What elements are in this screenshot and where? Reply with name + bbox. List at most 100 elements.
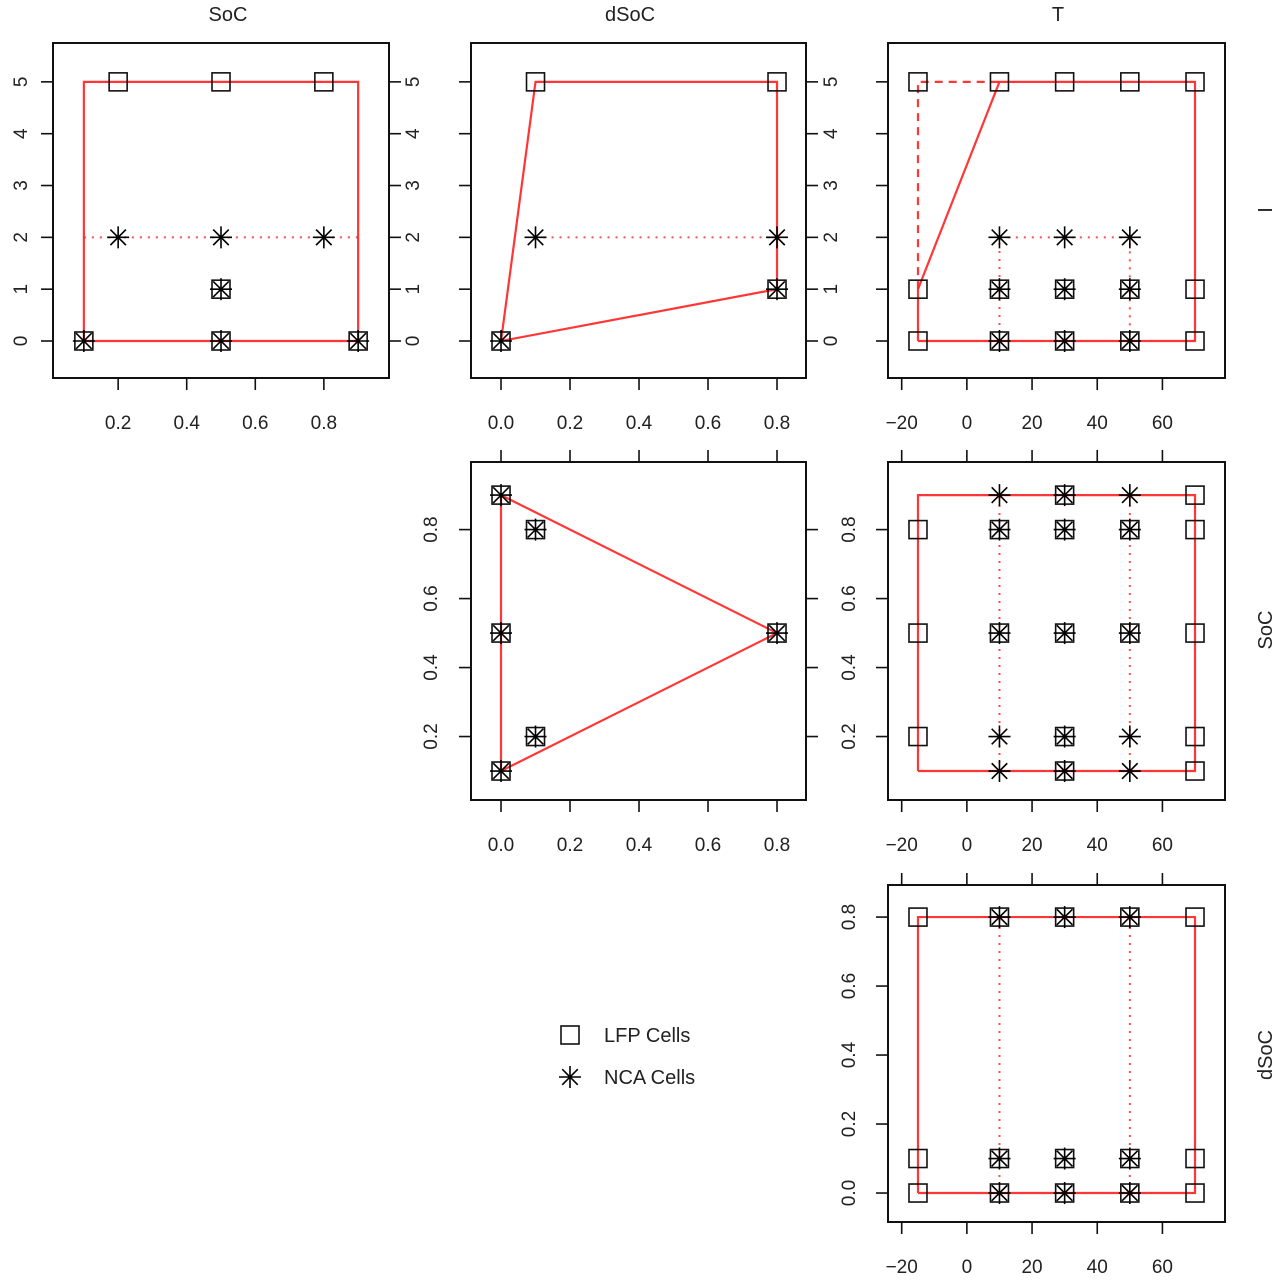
x-tick-label: 20 [1021, 835, 1042, 856]
nca-point [524, 725, 547, 748]
asterisk-stroke [527, 728, 544, 745]
asterisk-stroke [527, 521, 544, 538]
region-boundary-solid [916, 80, 1197, 343]
lfp-point [108, 72, 128, 92]
lfp-point [314, 72, 334, 92]
x-tick-label: 0.8 [764, 413, 790, 434]
nca-point [1118, 622, 1141, 645]
lfp-point [1185, 761, 1205, 781]
nca-point [1118, 329, 1141, 352]
asterisk-stroke [991, 762, 1008, 780]
nca-point [988, 760, 1011, 783]
nca-point [347, 329, 370, 352]
panel-t-vs-i: −20 0 20 40 60 0 1 2 3 4 5 [821, 42, 1226, 434]
asterisk-stroke [1121, 728, 1139, 745]
nca-point [766, 278, 789, 301]
nca-point [988, 226, 1011, 249]
row-label-dsoc: dSoC [1255, 1030, 1277, 1080]
x-tick-label: 0.8 [311, 413, 337, 434]
nca-point [988, 518, 1011, 541]
y-tick-label: 0.6 [839, 973, 860, 999]
column-title-dsoc: dSoC [605, 4, 655, 26]
asterisk-stroke [349, 332, 367, 350]
region-boundary-solid [82, 80, 360, 343]
nca-point [1053, 278, 1076, 301]
nca-point [1118, 226, 1141, 249]
nca-point [1118, 906, 1141, 929]
lfp-point [908, 331, 928, 351]
nca-point [490, 622, 513, 645]
legend-label-nca: NCA Cells [604, 1067, 695, 1089]
y-tick-label: 3 [11, 180, 32, 191]
nca-point [1053, 622, 1076, 645]
lfp-point [908, 279, 928, 299]
x-tick-label: 40 [1087, 1257, 1108, 1278]
nca-point [1053, 760, 1076, 783]
asterisk-stroke [1121, 280, 1139, 298]
y-tick-label: 2 [11, 232, 32, 243]
asterisk-stroke [1056, 280, 1073, 298]
asterisk-stroke [1121, 1184, 1139, 1202]
asterisk-stroke [75, 332, 93, 350]
asterisk-stroke [1056, 1184, 1073, 1202]
y-tick-label: 5 [821, 77, 842, 88]
asterisk-stroke [1121, 521, 1139, 538]
x-tick-label: −20 [886, 1257, 918, 1278]
asterisk-stroke [212, 280, 230, 298]
lfp-point [908, 519, 928, 540]
y-tick-label: 1 [403, 284, 424, 295]
x-tick-label: 0 [962, 1257, 973, 1278]
lfp-point [908, 623, 928, 643]
nca-point [524, 226, 547, 249]
lfp-point [1054, 72, 1075, 92]
asterisk-stroke [1056, 624, 1073, 642]
asterisk-stroke [212, 332, 230, 350]
legend-square-marker [560, 1025, 580, 1045]
asterisk-stroke [991, 624, 1008, 642]
y-tick-label: 0.6 [421, 585, 442, 611]
lfp-point [1185, 331, 1205, 351]
x-tick-label: 0.4 [626, 835, 653, 856]
x-tick-label: −20 [886, 413, 918, 434]
y-tick-label: 5 [11, 77, 32, 88]
asterisk-stroke [991, 521, 1008, 538]
column-title-t: T [1052, 4, 1064, 26]
asterisk-stroke [768, 280, 786, 298]
nca-point [312, 226, 335, 249]
y-tick-label: 2 [821, 232, 842, 243]
nca-point [988, 622, 1011, 645]
asterisk-stroke [1121, 332, 1139, 350]
nca-point [1118, 725, 1141, 748]
y-tick-label: 0.6 [839, 585, 860, 611]
x-tick-label: 40 [1087, 413, 1108, 434]
nca-point [1053, 725, 1076, 748]
asterisk-stroke [991, 1184, 1008, 1202]
x-tick-label: 60 [1152, 1257, 1173, 1278]
asterisk-stroke [1056, 728, 1073, 745]
lfp-point [908, 72, 928, 92]
nca-point [210, 226, 232, 249]
asterisk-stroke [1121, 1150, 1139, 1167]
nca-point [1118, 760, 1141, 783]
y-tick-label: 0.2 [421, 723, 442, 749]
nca-point [766, 622, 789, 645]
y-tick-label: 2 [403, 232, 424, 243]
x-tick-label: 60 [1152, 835, 1173, 856]
nca-point [1053, 518, 1076, 541]
panel-frame [52, 42, 390, 379]
y-tick-label: 0.8 [839, 904, 860, 930]
panel-dsoc-vs-i: 0.0 0.2 0.4 0.6 0.8 0 1 2 3 4 5 [403, 42, 818, 434]
nca-point [210, 329, 232, 352]
y-tick-label: 0 [821, 336, 842, 347]
asterisk-stroke [1056, 762, 1073, 780]
nca-point [490, 484, 513, 507]
y-tick-label: 0 [403, 336, 424, 347]
nca-point [1118, 484, 1141, 507]
y-tick-label: 4 [11, 128, 32, 139]
nca-point [490, 760, 513, 783]
x-tick-label: 0.4 [174, 413, 201, 434]
panel-frame [470, 42, 807, 379]
asterisk-stroke [1056, 1150, 1073, 1167]
nca-point [210, 278, 232, 301]
x-tick-label: 0.6 [695, 835, 721, 856]
